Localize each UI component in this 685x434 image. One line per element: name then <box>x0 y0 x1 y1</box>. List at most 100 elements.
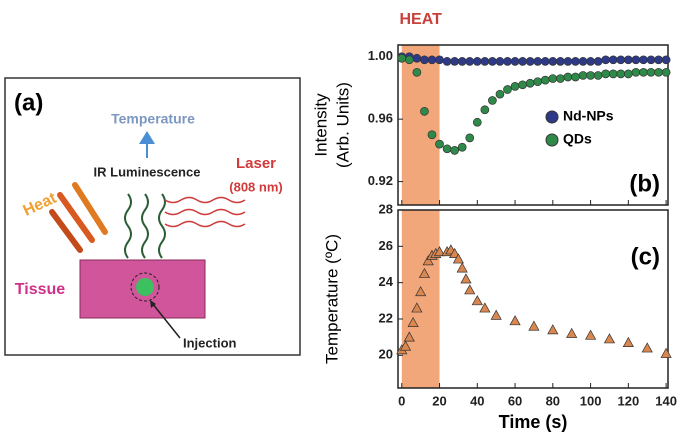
y-tick-label: 0.96 <box>368 111 393 126</box>
point <box>457 142 467 152</box>
point <box>518 57 527 66</box>
point <box>603 333 616 344</box>
point <box>654 55 663 65</box>
point <box>661 67 671 77</box>
point <box>404 55 414 65</box>
point <box>571 72 580 82</box>
point <box>490 309 502 320</box>
point <box>456 262 468 273</box>
point <box>480 105 490 115</box>
point <box>654 67 663 77</box>
point <box>510 57 520 66</box>
point <box>518 80 527 90</box>
point <box>563 72 573 82</box>
point <box>472 117 482 127</box>
point <box>465 133 475 143</box>
point <box>616 69 626 79</box>
point <box>586 71 595 80</box>
point <box>411 302 423 313</box>
point <box>450 57 459 66</box>
point <box>460 273 472 284</box>
point <box>641 342 653 353</box>
point <box>407 316 419 327</box>
point <box>435 55 444 65</box>
point <box>533 77 543 87</box>
point <box>556 74 565 83</box>
point <box>639 55 648 65</box>
point <box>449 247 461 258</box>
panel-a: (a) Temperature IR Luminescence Laser (8… <box>4 77 301 356</box>
point <box>452 253 465 264</box>
point <box>427 130 437 140</box>
panel-label: (c) <box>631 243 660 270</box>
tissue-label: Tissue <box>15 281 66 298</box>
x-tick-label: 60 <box>508 393 522 408</box>
point <box>464 284 476 295</box>
y-axis-title: Temperature (ºC) <box>322 234 341 364</box>
injection-site <box>130 272 160 302</box>
point <box>661 55 671 65</box>
point <box>420 55 429 65</box>
x-tick-label: 140 <box>655 393 677 408</box>
y-tick-label: 24 <box>379 274 394 289</box>
plot-frame <box>397 44 669 206</box>
point <box>593 71 603 80</box>
point <box>525 78 535 88</box>
point <box>479 302 491 313</box>
point <box>450 146 459 155</box>
laser-wavelength: (808 nm) <box>229 179 282 194</box>
legend-label: QDs <box>563 131 592 147</box>
point <box>578 71 588 80</box>
y-tick-label: 22 <box>379 310 393 325</box>
y-axis-title: Intensity <box>311 93 330 157</box>
legend-marker <box>545 110 559 124</box>
point <box>548 74 558 83</box>
point <box>540 57 550 66</box>
point <box>399 340 412 351</box>
x-tick-label: 0 <box>398 393 405 408</box>
point <box>488 57 497 66</box>
point <box>422 255 434 266</box>
point <box>533 57 543 66</box>
point <box>639 67 648 77</box>
ir-waves <box>124 193 166 259</box>
point <box>608 55 618 65</box>
point <box>442 144 452 154</box>
y-tick-label: 20 <box>379 347 393 362</box>
point <box>510 82 520 91</box>
nanoparticle <box>136 278 154 296</box>
heat-label: HEAT <box>399 11 442 28</box>
point <box>646 67 656 77</box>
point <box>503 85 512 94</box>
point <box>623 69 633 79</box>
point <box>525 57 535 66</box>
y-tick-label: 26 <box>379 238 393 253</box>
panel-label: (b) <box>629 170 660 197</box>
temperature-label: Temperature <box>111 111 195 127</box>
arrow-head <box>150 300 156 308</box>
heat-region <box>401 45 440 205</box>
point <box>601 55 611 65</box>
point <box>660 347 672 358</box>
point <box>442 57 452 66</box>
x-tick-label: 100 <box>580 393 602 408</box>
point <box>471 295 483 306</box>
point <box>631 67 641 77</box>
point <box>616 55 626 65</box>
point <box>503 57 512 66</box>
x-tick-label: 20 <box>432 393 446 408</box>
laser-label: Laser <box>236 155 276 172</box>
point <box>457 57 467 66</box>
heat-region <box>401 210 440 388</box>
point <box>566 327 578 338</box>
point <box>495 89 505 99</box>
y-tick-label: 0.92 <box>368 173 393 188</box>
point <box>397 53 407 63</box>
injection-label: Injection <box>183 335 237 350</box>
point <box>472 57 482 66</box>
y-tick-label: 28 <box>379 201 393 216</box>
point <box>563 57 573 66</box>
point <box>480 57 490 66</box>
y-tick-label: 1.00 <box>368 48 393 63</box>
